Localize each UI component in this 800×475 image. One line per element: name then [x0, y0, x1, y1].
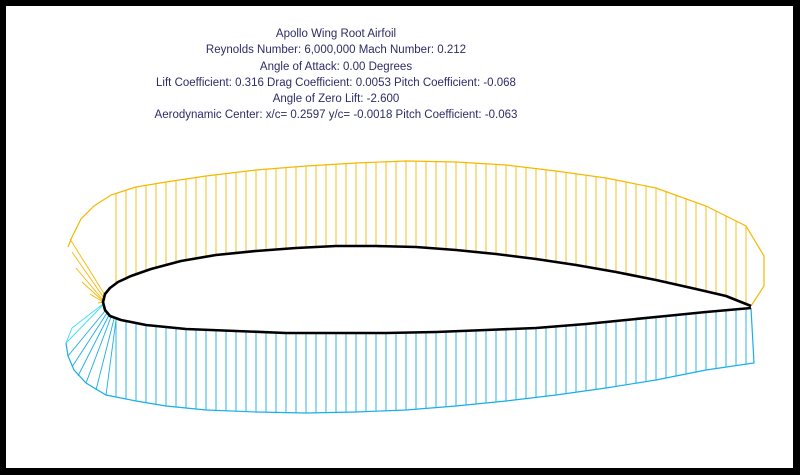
lower-pressure-ray: [95, 318, 115, 391]
airfoil-pressure-plot: [65, 160, 765, 414]
airfoil-title: Apollo Wing Root Airfoil: [275, 28, 397, 40]
upper-pressure-ray: [81, 281, 104, 302]
lower-pressure-ray: [85, 316, 112, 384]
lower-pressure-ray: [77, 314, 110, 377]
flow-conditions: Reynolds Number: 6,000,000 Mach Number: …: [205, 44, 467, 57]
aerodynamic-center: Aerodynamic Center: x/c= 0.2597 y/c= -0.…: [154, 109, 518, 122]
lower-pressure-rays: [65, 303, 747, 413]
leading-edge-pressure-ray: [65, 304, 104, 344]
upper-pressure-envelope: [67, 160, 765, 307]
lower-pressure-envelope: [65, 307, 755, 414]
airfoil-outline: [101, 244, 752, 335]
angle-of-attack: Angle of Attack: 0.00 Degrees: [259, 60, 413, 73]
upper-pressure-ray: [69, 238, 106, 296]
header-block: Apollo Wing Root Airfoil Reynolds Number…: [6, 26, 666, 124]
upper-pressure-ray: [89, 293, 104, 303]
lower-pressure-ray: [71, 312, 108, 368]
upper-pressure-ray: [75, 267, 104, 301]
zero-lift-angle: Angle of Zero Lift: -2.600: [272, 93, 400, 106]
upper-pressure-rays: [69, 161, 747, 304]
plot-frame: Apollo Wing Root Airfoil Reynolds Number…: [6, 6, 793, 468]
leading-edge-pressure-ray: [71, 303, 104, 329]
leading-edge-pressure-ray: [65, 327, 73, 344]
upper-pressure-ray: [71, 251, 105, 299]
aero-coefficients: Lift Coefficient: 0.316 Drag Coefficient…: [156, 76, 516, 89]
lower-pressure-ray: [67, 310, 106, 357]
lower-pressure-ray: [105, 319, 117, 396]
